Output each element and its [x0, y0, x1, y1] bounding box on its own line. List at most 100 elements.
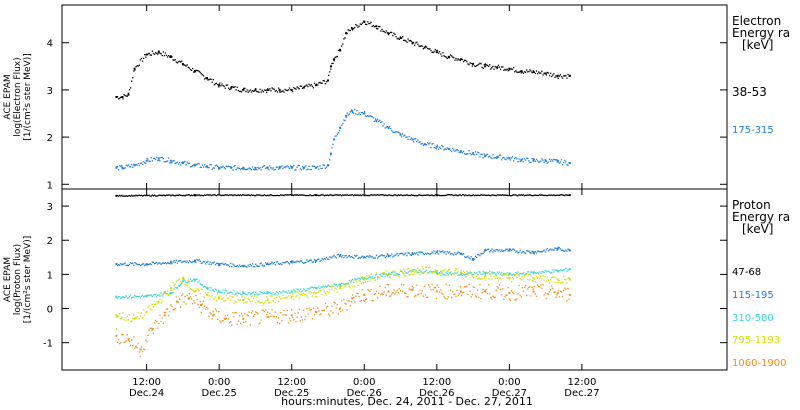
data-point: [485, 64, 488, 66]
data-point: [164, 161, 167, 163]
data-point: [288, 87, 291, 89]
data-point: [435, 271, 438, 273]
data-point: [319, 314, 321, 316]
data-point: [475, 153, 478, 156]
data-point: [449, 272, 452, 275]
data-point: [289, 261, 292, 263]
data-point: [501, 66, 503, 68]
data-point: [139, 355, 142, 357]
data-point: [158, 194, 160, 196]
data-point: [328, 292, 330, 294]
data-point: [566, 194, 568, 196]
data-point: [391, 273, 393, 275]
data-point: [430, 146, 432, 149]
data-point: [509, 68, 512, 70]
data-point: [238, 299, 241, 301]
data-point: [524, 71, 527, 73]
data-point: [202, 260, 205, 263]
data-point: [503, 272, 505, 275]
data-point: [145, 263, 148, 266]
data-point: [421, 290, 423, 292]
data-point: [568, 249, 570, 251]
data-point: [307, 168, 309, 170]
data-point: [358, 277, 360, 279]
data-point: [258, 265, 260, 267]
data-point: [455, 57, 457, 60]
data-point: [374, 194, 377, 196]
data-point: [353, 112, 355, 114]
x-tick-time: 0:00: [353, 377, 375, 388]
data-point: [499, 154, 502, 156]
data-point: [373, 120, 376, 122]
data-point: [261, 264, 263, 266]
data-point: [527, 194, 529, 196]
data-point: [308, 83, 310, 85]
data-point: [361, 288, 364, 291]
data-point: [205, 77, 207, 79]
data-point: [262, 303, 265, 305]
data-point: [484, 63, 487, 65]
data-point: [492, 251, 494, 253]
data-point: [224, 194, 226, 196]
data-point: [518, 251, 520, 253]
data-point: [310, 83, 312, 86]
data-point: [151, 261, 154, 263]
data-point: [206, 287, 208, 289]
data-point: [271, 194, 273, 197]
data-point: [152, 52, 155, 55]
data-point: [392, 194, 394, 197]
data-point: [208, 79, 210, 81]
data-point: [306, 308, 308, 310]
data-point: [336, 304, 339, 306]
data-point: [308, 165, 310, 168]
data-point: [405, 40, 407, 42]
data-point: [271, 261, 273, 263]
data-point: [393, 270, 395, 272]
data-point: [441, 144, 443, 147]
data-point: [146, 264, 148, 266]
data-point: [251, 166, 254, 168]
data-point: [363, 300, 366, 302]
data-point: [168, 293, 170, 296]
data-point: [520, 70, 523, 73]
data-point: [431, 271, 433, 273]
data-point: [434, 253, 436, 255]
data-point: [186, 161, 188, 163]
data-point: [262, 309, 265, 312]
data-point: [316, 287, 318, 290]
data-point: [455, 253, 457, 256]
data-point: [512, 273, 515, 275]
data-point: [220, 166, 222, 168]
data-point: [388, 194, 391, 196]
data-point: [343, 194, 345, 196]
data-point: [444, 268, 446, 270]
data-point: [535, 272, 538, 274]
y-tick-label: 3: [47, 202, 53, 213]
data-point: [258, 167, 260, 170]
data-point: [558, 247, 560, 249]
data-point: [209, 312, 211, 314]
data-point: [215, 300, 218, 302]
data-point: [136, 164, 138, 166]
data-point: [128, 314, 131, 316]
data-point: [466, 153, 468, 155]
data-point: [557, 290, 559, 292]
data-point: [490, 194, 492, 197]
data-point: [453, 293, 455, 296]
data-point: [144, 264, 146, 267]
x-tick-time: 12:00: [277, 377, 306, 388]
data-point: [295, 261, 297, 263]
data-point: [215, 164, 218, 166]
data-point: [438, 291, 441, 293]
data-point: [324, 194, 327, 196]
data-point: [370, 288, 372, 291]
data-point: [308, 307, 310, 309]
data-point: [243, 291, 245, 293]
data-point: [218, 296, 220, 298]
data-point: [470, 62, 472, 65]
data-point: [170, 304, 172, 306]
data-point: [373, 276, 376, 278]
y-axis-label: ACE EPAM: [3, 257, 13, 302]
data-point: [419, 45, 421, 48]
data-point: [418, 251, 420, 253]
